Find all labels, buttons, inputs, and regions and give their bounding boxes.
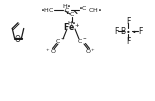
Text: C: C: [65, 7, 69, 13]
Text: H$\bullet$: H$\bullet$: [62, 2, 72, 10]
Text: O: O: [15, 35, 21, 44]
Text: C$^-$: C$^-$: [55, 37, 65, 45]
Text: C$^-$: C$^-$: [77, 37, 87, 45]
Text: H$\bullet$: H$\bullet$: [67, 19, 77, 27]
Text: O$^+$: O$^+$: [86, 48, 97, 56]
Text: $\bullet$C: $\bullet$C: [78, 4, 88, 12]
Text: F: F: [126, 36, 130, 45]
Text: Fe$^+$: Fe$^+$: [63, 21, 81, 33]
Text: $\bullet$HC: $\bullet$HC: [40, 6, 54, 14]
Text: F: F: [114, 26, 118, 35]
Text: F: F: [138, 26, 142, 35]
Text: B$\bullet\bullet$: B$\bullet\bullet$: [120, 25, 137, 36]
Text: $^+$O: $^+$O: [45, 48, 57, 56]
Text: F: F: [126, 16, 130, 25]
Text: CH$\bullet$: CH$\bullet$: [88, 6, 102, 14]
Text: C: C: [70, 13, 74, 17]
